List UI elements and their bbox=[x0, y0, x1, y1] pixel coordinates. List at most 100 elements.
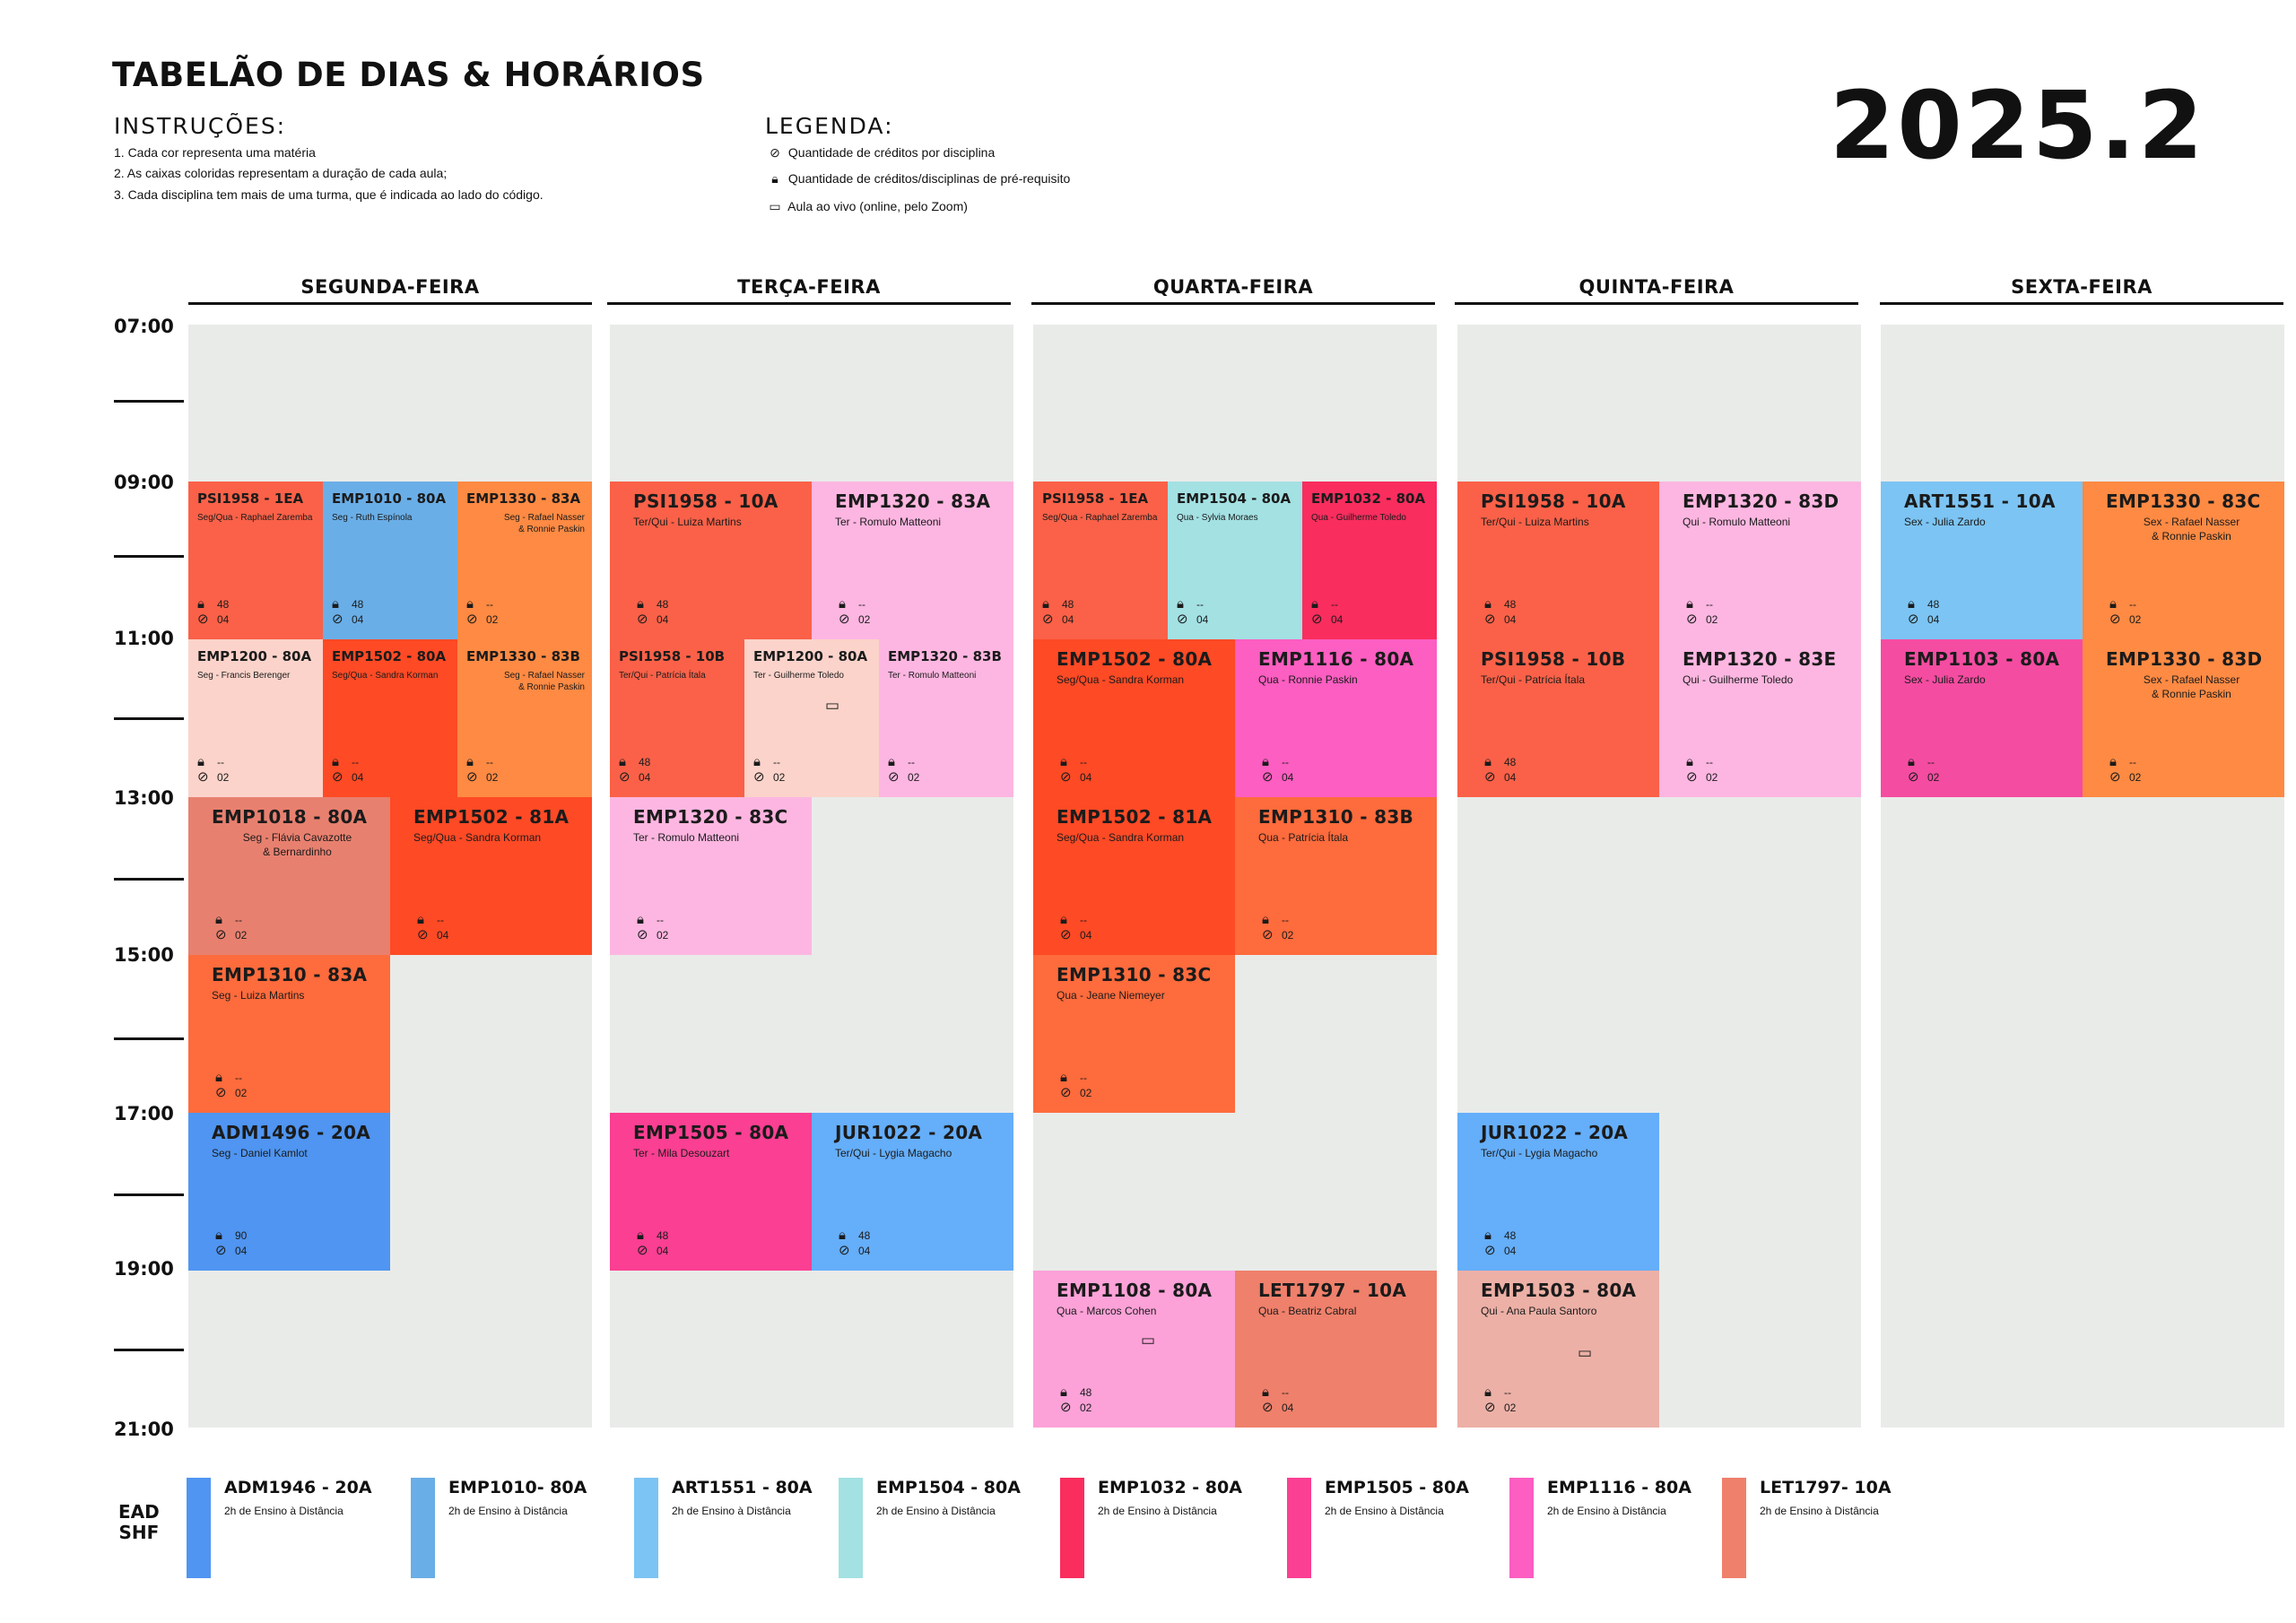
class-stats: 🔒︎ -- ⊘ 02 bbox=[1908, 754, 1939, 785]
prerequisite-value: -- bbox=[352, 755, 359, 768]
half-hour-tick bbox=[114, 555, 184, 558]
class-block-emp1330-83d[interactable]: EMP1330 - 83D Sex - Rafael Nasser & Ronn… bbox=[2083, 639, 2284, 797]
class-block-emp1108-80a[interactable]: EMP1108 - 80A Qua - Marcos Cohen ▭ 🔒︎ 48 … bbox=[1033, 1271, 1235, 1428]
class-block-emp1032-80a[interactable]: EMP1032 - 80A Qua - Guilherme Toledo 🔒︎ -… bbox=[1302, 482, 1437, 639]
class-stats: 🔒︎ 48 ⊘ 04 bbox=[1908, 596, 1939, 628]
class-block-emp1502-81a[interactable]: EMP1502 - 81A Seg/Qua - Sandra Korman 🔒︎… bbox=[390, 797, 592, 955]
class-block-jur1022-20a[interactable]: JUR1022 - 20A Ter/Qui - Lygia Magacho 🔒︎… bbox=[812, 1113, 1013, 1271]
clock-check-icon: ⊘ bbox=[197, 768, 209, 785]
class-block-jur1022-20a[interactable]: JUR1022 - 20A Ter/Qui - Lygia Magacho 🔒︎… bbox=[1457, 1113, 1659, 1271]
prerequisite-value: -- bbox=[437, 913, 444, 926]
class-block-emp1330-83c[interactable]: EMP1330 - 83C Sex - Rafael Nasser & Ronn… bbox=[2083, 482, 2284, 639]
class-stats: 🔒︎ 48 ⊘ 04 bbox=[637, 596, 668, 628]
lock-icon: 🔒︎ bbox=[839, 1227, 846, 1243]
class-block-psi1958-10b[interactable]: PSI1958 - 10B Ter/Qui - Patrícia Ítala 🔒… bbox=[610, 639, 744, 797]
class-block-emp1330-83a[interactable]: EMP1330 - 83A Seg - Rafael Nasser & Ronn… bbox=[457, 482, 592, 639]
class-code: PSI1958 - 10B bbox=[619, 648, 726, 664]
class-professor: Sex - Julia Zardo bbox=[1904, 516, 1986, 528]
class-stats: 🔒︎ 48 ⊘ 04 bbox=[197, 596, 229, 628]
prerequisite-value: 48 bbox=[1504, 1228, 1517, 1242]
clock-check-icon: ⊘ bbox=[1262, 1399, 1274, 1415]
class-stats: 🔒︎ -- ⊘ 02 bbox=[1686, 754, 1718, 785]
class-block-psi1958-1ea[interactable]: PSI1958 - 1EA Seg/Qua - Raphael Zaremba … bbox=[1033, 482, 1168, 639]
prerequisite-value: -- bbox=[908, 755, 915, 768]
class-block-art1551-10a[interactable]: ART1551 - 10A Sex - Julia Zardo 🔒︎ 48 ⊘ 04 bbox=[1881, 482, 2083, 639]
class-professor: Qui - Romulo Matteoni bbox=[1683, 516, 1791, 528]
ead-label-text: EAD SHF bbox=[118, 1501, 160, 1543]
clock-check-icon: ⊘ bbox=[1484, 611, 1496, 627]
prerequisite-value: 48 bbox=[858, 1228, 871, 1242]
class-professor: Seg/Qua - Sandra Korman bbox=[413, 831, 542, 844]
clock-check-icon: ⊘ bbox=[1311, 611, 1323, 627]
class-professor: Qui - Ana Paula Santoro bbox=[1481, 1305, 1597, 1317]
class-block-adm1496-20a[interactable]: ADM1496 - 20A Seg - Daniel Kamlot 🔒︎ 90 ⊘… bbox=[188, 1113, 390, 1271]
class-stats: 🔒︎ 48 ⊘ 04 bbox=[1484, 1228, 1516, 1259]
credits-value: 02 bbox=[858, 612, 871, 626]
prerequisite-value: 48 bbox=[1504, 597, 1517, 611]
class-block-emp1320-83d[interactable]: EMP1320 - 83D Qui - Romulo Matteoni 🔒︎ --… bbox=[1659, 482, 1861, 639]
class-block-let1797-10a[interactable]: LET1797 - 10A Qua - Beatriz Cabral 🔒︎ -- … bbox=[1235, 1271, 1437, 1428]
lock-icon: 🔒︎ bbox=[1484, 1384, 1492, 1400]
lock-icon: 🔒︎ bbox=[197, 753, 204, 769]
credits-value: 04 bbox=[1504, 1244, 1517, 1257]
class-block-psi1958-10a[interactable]: PSI1958 - 10A Ter/Qui - Luiza Martins 🔒︎… bbox=[610, 482, 812, 639]
class-block-psi1958-10b[interactable]: PSI1958 - 10B Ter/Qui - Patrícia Ítala 🔒… bbox=[1457, 639, 1659, 797]
class-stats: 🔒︎ -- ⊘ 04 bbox=[1177, 596, 1208, 628]
class-block-psi1958-10a[interactable]: PSI1958 - 10A Ter/Qui - Luiza Martins 🔒︎… bbox=[1457, 482, 1659, 639]
lock-icon: 🔒︎ bbox=[417, 911, 424, 927]
class-block-emp1116-80a[interactable]: EMP1116 - 80A Qua - Ronnie Paskin 🔒︎ -- ⊘… bbox=[1235, 639, 1437, 797]
class-block-emp1320-83a[interactable]: EMP1320 - 83A Ter - Romulo Matteoni 🔒︎ --… bbox=[812, 482, 1013, 639]
class-professor: Ter/Qui - Patrícia Ítala bbox=[1481, 673, 1586, 686]
class-block-emp1200-80a[interactable]: EMP1200 - 80A Seg - Francis Berenger 🔒︎ -… bbox=[188, 639, 323, 797]
clock-check-icon: ⊘ bbox=[1908, 768, 1919, 785]
prerequisite-value: -- bbox=[1282, 1385, 1289, 1399]
class-block-emp1504-80a[interactable]: EMP1504 - 80A Qua - Sylvia Moraes 🔒︎ -- ⊘… bbox=[1168, 482, 1302, 639]
class-professor: Seg - Francis Berenger bbox=[197, 671, 291, 681]
class-block-emp1320-83c[interactable]: EMP1320 - 83C Ter - Romulo Matteoni 🔒︎ --… bbox=[610, 797, 812, 955]
ead-color-bar bbox=[1287, 1478, 1311, 1578]
class-block-emp1330-83b[interactable]: EMP1330 - 83B Seg - Rafael Nasser & Ronn… bbox=[457, 639, 592, 797]
prerequisite-value: 48 bbox=[657, 597, 669, 611]
credits-value: 04 bbox=[1080, 770, 1092, 784]
class-block-emp1310-83b[interactable]: EMP1310 - 83B Qua - Patrícia Ítala 🔒︎ -- … bbox=[1235, 797, 1437, 955]
class-professor: Seg/Qua - Sandra Korman bbox=[332, 671, 439, 681]
class-block-emp1320-83e[interactable]: EMP1320 - 83E Qui - Guilherme Toledo 🔒︎ -… bbox=[1659, 639, 1861, 797]
class-code: EMP1320 - 83A bbox=[835, 490, 991, 512]
lock-icon: 🔒︎ bbox=[1908, 595, 1915, 612]
class-block-emp1502-80a[interactable]: EMP1502 - 80A Seg/Qua - Sandra Korman 🔒︎… bbox=[1033, 639, 1235, 797]
class-block-emp1505-80a[interactable]: EMP1505 - 80A Ter - Mila Desouzart 🔒︎ 48 … bbox=[610, 1113, 812, 1271]
laptop-icon: ▭ bbox=[1141, 1332, 1156, 1349]
class-professor: Qua - Marcos Cohen bbox=[1057, 1305, 1157, 1317]
class-professor: Ter - Romulo Matteoni bbox=[633, 831, 740, 844]
class-stats: 🔒︎ 48 ⊘ 04 bbox=[1042, 596, 1074, 628]
class-block-emp1310-83c[interactable]: EMP1310 - 83C Qua - Jeane Niemeyer 🔒︎ -- … bbox=[1033, 955, 1235, 1113]
lock-icon: 🔒︎ bbox=[215, 1227, 222, 1243]
class-block-emp1200-80a[interactable]: EMP1200 - 80A Ter - Guilherme Toledo ▭ 🔒… bbox=[744, 639, 879, 797]
class-stats: 🔒︎ -- ⊘ 02 bbox=[888, 754, 919, 785]
class-block-emp1503-80a[interactable]: EMP1503 - 80A Qui - Ana Paula Santoro ▭ … bbox=[1457, 1271, 1659, 1428]
class-code: EMP1330 - 83B bbox=[466, 648, 580, 664]
class-block-emp1310-83a[interactable]: EMP1310 - 83A Seg - Luiza Martins 🔒︎ -- ⊘… bbox=[188, 955, 390, 1113]
class-block-emp1502-80a[interactable]: EMP1502 - 80A Seg/Qua - Sandra Korman 🔒︎… bbox=[323, 639, 457, 797]
class-block-psi1958-1ea[interactable]: PSI1958 - 1EA Seg/Qua - Raphael Zaremba … bbox=[188, 482, 323, 639]
class-block-emp1502-81a[interactable]: EMP1502 - 81A Seg/Qua - Sandra Korman 🔒︎… bbox=[1033, 797, 1235, 955]
prerequisite-value: 48 bbox=[217, 597, 230, 611]
class-professor: Seg - Ruth Espínola bbox=[332, 513, 413, 523]
clock-check-icon: ⊘ bbox=[1262, 926, 1274, 942]
laptop-icon: ▭ bbox=[1578, 1344, 1593, 1361]
class-stats: 🔒︎ -- ⊘ 04 bbox=[1060, 754, 1091, 785]
credits-value: 02 bbox=[1080, 1401, 1092, 1414]
clock-check-icon: ⊘ bbox=[417, 926, 429, 942]
prerequisite-value: -- bbox=[217, 755, 224, 768]
clock-check-icon: ⊘ bbox=[839, 1242, 850, 1258]
class-block-emp1320-83b[interactable]: EMP1320 - 83B Ter - Romulo Matteoni 🔒︎ --… bbox=[879, 639, 1013, 797]
lock-icon: 🔒︎ bbox=[1177, 595, 1184, 612]
credits-value: 02 bbox=[1706, 612, 1718, 626]
ead-code: EMP1032 - 80A bbox=[1098, 1478, 1242, 1497]
class-block-emp1018-80a[interactable]: EMP1018 - 80A Seg - Flávia Cavazotte & B… bbox=[188, 797, 390, 955]
class-block-emp1010-80a[interactable]: EMP1010 - 80A Seg - Ruth Espínola 🔒︎ 48 ⊘… bbox=[323, 482, 457, 639]
class-code: EMP1032 - 80A bbox=[1311, 490, 1426, 507]
laptop-icon: ▭ bbox=[769, 199, 781, 213]
credits-value: 04 bbox=[1927, 612, 1940, 626]
class-block-emp1103-80a[interactable]: EMP1103 - 80A Sex - Julia Zardo 🔒︎ -- ⊘ 02 bbox=[1881, 639, 2083, 797]
